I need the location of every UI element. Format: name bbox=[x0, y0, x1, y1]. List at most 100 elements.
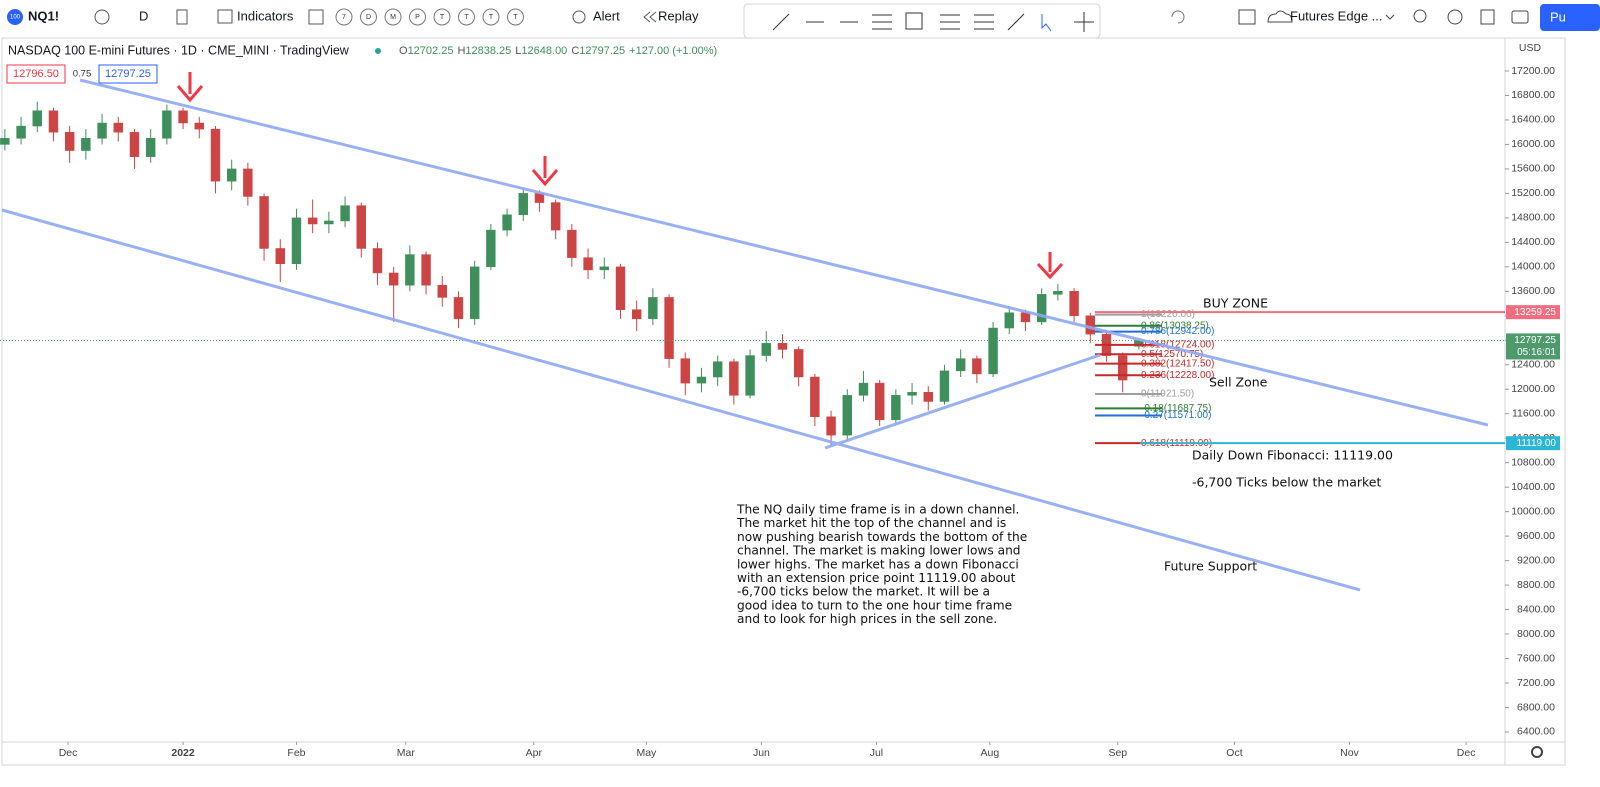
ohlc-value: 12702.25 bbox=[408, 45, 454, 57]
template-button[interactable] bbox=[360, 8, 377, 26]
indicators-button[interactable]: Indicators bbox=[237, 8, 294, 23]
y-tick-label: 10400.00 bbox=[1511, 481, 1555, 493]
fib-label: 0(11921.50) bbox=[1141, 389, 1194, 400]
sell-zone: Sell Zone bbox=[1209, 375, 1268, 390]
undo-icon[interactable] bbox=[1171, 10, 1185, 24]
layout-icon[interactable] bbox=[1238, 9, 1256, 25]
candle-body bbox=[97, 122, 107, 139]
candle-body bbox=[874, 382, 885, 421]
ohlc-key: O bbox=[399, 45, 408, 57]
candle-body bbox=[388, 272, 399, 286]
bid: 12796.50 bbox=[13, 68, 59, 80]
layout-name[interactable]: Futures Edge ... bbox=[1290, 8, 1383, 23]
y-tick-label: 12400.00 bbox=[1511, 359, 1555, 371]
template-label: T bbox=[489, 14, 494, 21]
candle-body bbox=[583, 257, 593, 271]
candle-body bbox=[129, 131, 140, 157]
interval[interactable]: D bbox=[139, 8, 148, 23]
template-button[interactable] bbox=[482, 8, 500, 26]
y-tick-label: 16000.00 bbox=[1511, 138, 1555, 150]
template-button[interactable] bbox=[384, 8, 402, 26]
candle-body bbox=[178, 110, 188, 124]
snapshot-icon[interactable] bbox=[1511, 10, 1529, 24]
candle-body bbox=[1053, 291, 1063, 295]
candle-body bbox=[550, 202, 561, 231]
candle-body bbox=[1036, 294, 1047, 323]
search-icon[interactable] bbox=[1413, 9, 1427, 23]
commentary-line: -6,700 ticks below the market. It will b… bbox=[737, 585, 990, 599]
candle-body bbox=[745, 355, 755, 396]
fib-label: 0.236(12228.00) bbox=[1141, 370, 1214, 381]
layout-dropdown[interactable] bbox=[1385, 14, 1395, 20]
price-countdown: 05:16:01 bbox=[1517, 347, 1556, 358]
template-button[interactable] bbox=[409, 8, 426, 26]
replay-button[interactable]: Replay bbox=[658, 8, 699, 23]
candle-body bbox=[939, 370, 950, 402]
x-tick-label: Aug bbox=[980, 747, 999, 759]
candle-body bbox=[858, 382, 869, 396]
candle-body bbox=[81, 138, 91, 151]
ohlc-value: 12838.25 bbox=[465, 45, 511, 57]
candle-body bbox=[291, 217, 302, 265]
candle-body bbox=[469, 266, 480, 320]
buy-zone: BUY ZONE bbox=[1203, 296, 1268, 311]
publish-label: Pu bbox=[1550, 9, 1566, 24]
settings-icon[interactable] bbox=[1447, 9, 1463, 25]
template-button[interactable] bbox=[458, 8, 475, 26]
alert-button[interactable]: Alert bbox=[593, 8, 620, 23]
compare-icon[interactable] bbox=[94, 9, 110, 25]
drawing-tools[interactable] bbox=[772, 12, 1094, 32]
ohlc-value: 12797.25 bbox=[579, 45, 625, 57]
ohlc-key: H bbox=[457, 45, 465, 57]
y-tick-label: 13600.00 bbox=[1511, 285, 1555, 297]
x-tick-label: Sep bbox=[1108, 747, 1127, 759]
candle-body bbox=[421, 254, 431, 286]
symbol-badge: 100 bbox=[10, 15, 21, 21]
candle-body bbox=[891, 395, 901, 421]
candle-body bbox=[16, 125, 26, 139]
candle-body bbox=[64, 131, 75, 151]
candle-body bbox=[453, 297, 464, 320]
price-badge-label: 11119.00 bbox=[1517, 438, 1557, 449]
candle-body bbox=[631, 309, 642, 320]
x-tick-label: Apr bbox=[526, 747, 543, 759]
template-button[interactable] bbox=[507, 8, 524, 26]
arrows bbox=[176, 72, 1064, 280]
symbol[interactable]: NQ1! bbox=[28, 8, 59, 23]
commentary-line: lower highs. The market has a down Fibon… bbox=[737, 557, 1019, 571]
symbol-icon[interactable] bbox=[7, 9, 23, 25]
price-badge-label: 13259.25 bbox=[1514, 307, 1556, 318]
x-tick-label: 2022 bbox=[171, 747, 195, 759]
chart-type-icon[interactable] bbox=[176, 9, 188, 25]
candle-body bbox=[842, 395, 852, 436]
template-button[interactable] bbox=[335, 8, 353, 26]
candle-body bbox=[194, 122, 204, 130]
y-tick-label: 6400.00 bbox=[1517, 726, 1555, 738]
ohlc-key: C bbox=[571, 45, 579, 57]
candle-body bbox=[907, 392, 917, 396]
fullscreen-icon[interactable] bbox=[1480, 9, 1495, 25]
candle-body bbox=[324, 220, 334, 225]
candle-body bbox=[405, 254, 415, 286]
fib-label: 0.382(12417.50) bbox=[1141, 358, 1214, 369]
ask: 12797.25 bbox=[105, 68, 151, 80]
price-badge bbox=[1506, 333, 1560, 360]
plot: 1(13220.00)0.86(13038.25)0.786(12942.00)… bbox=[0, 70, 1509, 745]
template-label: T bbox=[440, 14, 445, 21]
candle-body bbox=[777, 343, 788, 350]
candle-body bbox=[567, 229, 577, 258]
layouts-icon[interactable] bbox=[308, 9, 324, 25]
commentary-line: good idea to turn to the one hour time f… bbox=[737, 598, 1012, 612]
candle-body bbox=[729, 361, 739, 396]
axis-settings[interactable] bbox=[1531, 746, 1543, 758]
publish-button[interactable] bbox=[1540, 4, 1600, 31]
template-button[interactable] bbox=[433, 8, 451, 26]
y-tick-label: 17200.00 bbox=[1511, 65, 1555, 77]
candle-body bbox=[826, 416, 836, 436]
candle-body bbox=[145, 138, 156, 157]
legend-title: NASDAQ 100 E-mini Futures · 1D · CME_MIN… bbox=[8, 43, 350, 57]
fib-label: -0.27(11571.00) bbox=[1141, 410, 1211, 421]
candle-body bbox=[1020, 312, 1031, 323]
